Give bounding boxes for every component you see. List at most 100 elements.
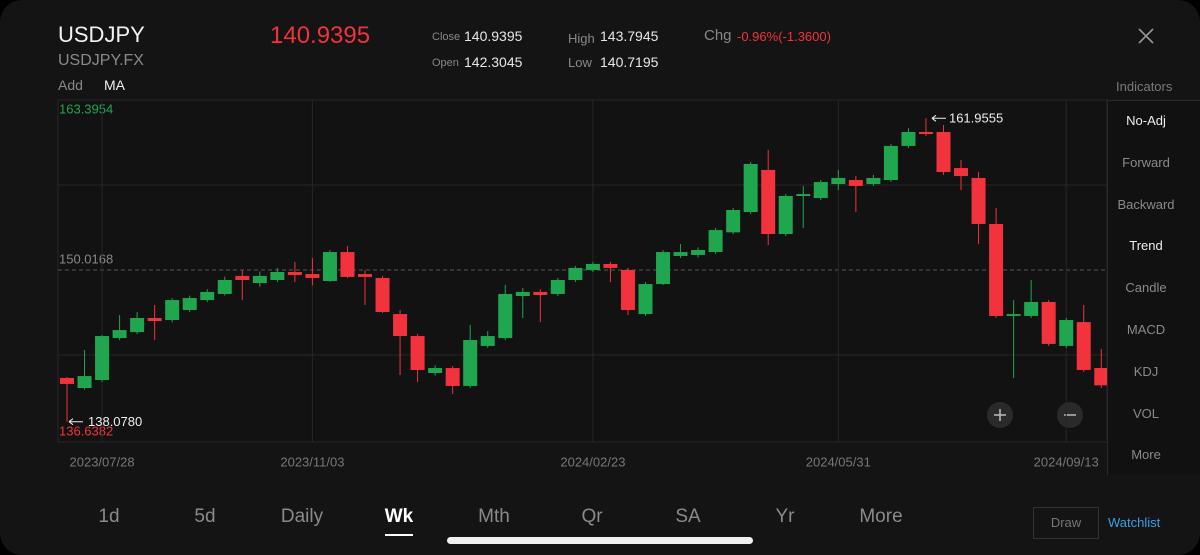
period-tab[interactable]: Daily — [280, 506, 324, 527]
x-tick-label: 2024/02/23 — [560, 454, 625, 469]
stat-label: Open — [432, 57, 459, 69]
candle-body — [796, 194, 811, 197]
period-tab[interactable]: Yr — [775, 506, 795, 527]
candle-body — [848, 179, 863, 186]
marker-arrow — [68, 418, 83, 426]
candle-body — [130, 317, 145, 333]
candle-body — [515, 291, 530, 297]
candle-body — [1041, 301, 1056, 344]
indicator-option[interactable]: Candle — [1125, 280, 1167, 296]
stat-value: 140.7195 — [600, 54, 659, 70]
candle-body — [358, 274, 373, 277]
candle-body — [428, 368, 443, 374]
candle-body — [708, 230, 723, 253]
candle-body — [235, 275, 250, 280]
candle-body — [673, 252, 688, 256]
high-marker-label: 161.9555 — [949, 111, 1003, 126]
candle-body — [691, 250, 706, 255]
period-tab[interactable]: 5d — [194, 506, 216, 527]
candle-body — [603, 263, 618, 268]
plot-area — [57, 99, 1108, 443]
ma-button[interactable]: MA — [104, 77, 125, 93]
candle-body — [200, 291, 215, 301]
candle-body — [340, 252, 355, 277]
stat-label: High — [568, 31, 595, 46]
candle-body — [620, 269, 635, 310]
y-tick-label: 150.0168 — [59, 251, 113, 266]
candle-body — [375, 277, 390, 313]
candle-body — [1076, 322, 1091, 370]
candle-body — [866, 177, 881, 185]
candle-body — [743, 163, 758, 213]
candle-body — [322, 252, 337, 282]
home-indicator — [447, 537, 753, 544]
stat-value: 140.9395 — [464, 28, 523, 44]
add-button[interactable]: Add — [58, 77, 83, 93]
indicator-option[interactable]: Backward — [1117, 196, 1175, 212]
candle-body — [60, 377, 74, 384]
candle-body — [270, 271, 285, 280]
candle-body — [1094, 367, 1109, 386]
x-tick-label: 2024/05/31 — [806, 454, 871, 469]
candle-body — [726, 209, 741, 233]
watchlist-button[interactable]: Watchlist — [1108, 515, 1161, 530]
candle-body — [831, 177, 846, 185]
y-tick-label: 136.6382 — [59, 423, 113, 438]
indicator-option[interactable]: Trend — [1129, 238, 1163, 254]
x-tick-label: 2024/09/13 — [1034, 454, 1099, 469]
close-button[interactable] — [1138, 28, 1154, 44]
period-tab[interactable]: 1d — [98, 506, 120, 527]
period-tab[interactable]: More — [859, 506, 903, 527]
indicators-title: Indicators — [1116, 79, 1173, 94]
candle-body — [147, 317, 162, 322]
candle-body — [1006, 314, 1021, 316]
low-marker-label: 138.0780 — [88, 414, 142, 429]
indicator-option[interactable]: Forward — [1122, 154, 1170, 170]
candle-body — [901, 131, 916, 146]
candle-body — [954, 168, 969, 177]
candle-body — [95, 336, 110, 381]
stat-value: 142.3045 — [464, 54, 523, 70]
candle-body — [217, 279, 232, 294]
candle-body — [498, 293, 513, 339]
indicator-option[interactable]: No-Adj — [1126, 113, 1166, 128]
candle-body — [463, 339, 478, 386]
indicator-panel: No-Adj Forward Backward Trend Candle MACD KDJ V… — [1107, 100, 1200, 475]
candle-body — [813, 182, 828, 199]
stat-value: 143.7945 — [600, 28, 659, 44]
symbol-code: USDJPY.FX — [58, 52, 144, 69]
candle-body — [971, 177, 986, 224]
indicator-option[interactable]: More — [1131, 447, 1161, 463]
candle-body — [638, 284, 653, 315]
candle-body — [410, 336, 425, 370]
x-tick-label: 2023/11/03 — [280, 454, 344, 469]
stat-label: Low — [568, 55, 592, 70]
candle-body — [568, 267, 583, 280]
candle-body — [533, 291, 548, 295]
candle-body — [77, 376, 92, 389]
candle-body — [445, 368, 460, 386]
candle-body — [182, 298, 197, 310]
candle-body — [393, 314, 408, 337]
stat-label: Close — [432, 31, 461, 43]
candle-body — [918, 131, 933, 134]
period-tab[interactable]: SA — [675, 506, 701, 527]
indicator-option[interactable]: MACD — [1126, 322, 1166, 337]
candle-body — [165, 300, 180, 321]
indicator-option[interactable]: KDJ — [1133, 363, 1159, 379]
candle-body — [1059, 320, 1074, 346]
indicator-option[interactable]: VOL — [1132, 405, 1159, 421]
draw-button[interactable]: Draw — [1033, 507, 1099, 539]
last-price: 140.9395 — [270, 22, 371, 49]
period-tab[interactable]: Mth — [478, 506, 510, 527]
zoom-in-icon — [994, 409, 1006, 421]
candle-body — [252, 275, 267, 284]
period-tab[interactable]: Wk — [384, 506, 414, 527]
candle-body — [989, 223, 1004, 316]
change-label: Chg — [704, 27, 732, 44]
candle-body — [883, 145, 898, 180]
period-tab[interactable]: Qr — [581, 506, 603, 527]
candle-body — [112, 330, 127, 339]
x-tick-label: 2023/07/28 — [70, 454, 135, 469]
y-tick-label: 163.3954 — [59, 101, 113, 116]
